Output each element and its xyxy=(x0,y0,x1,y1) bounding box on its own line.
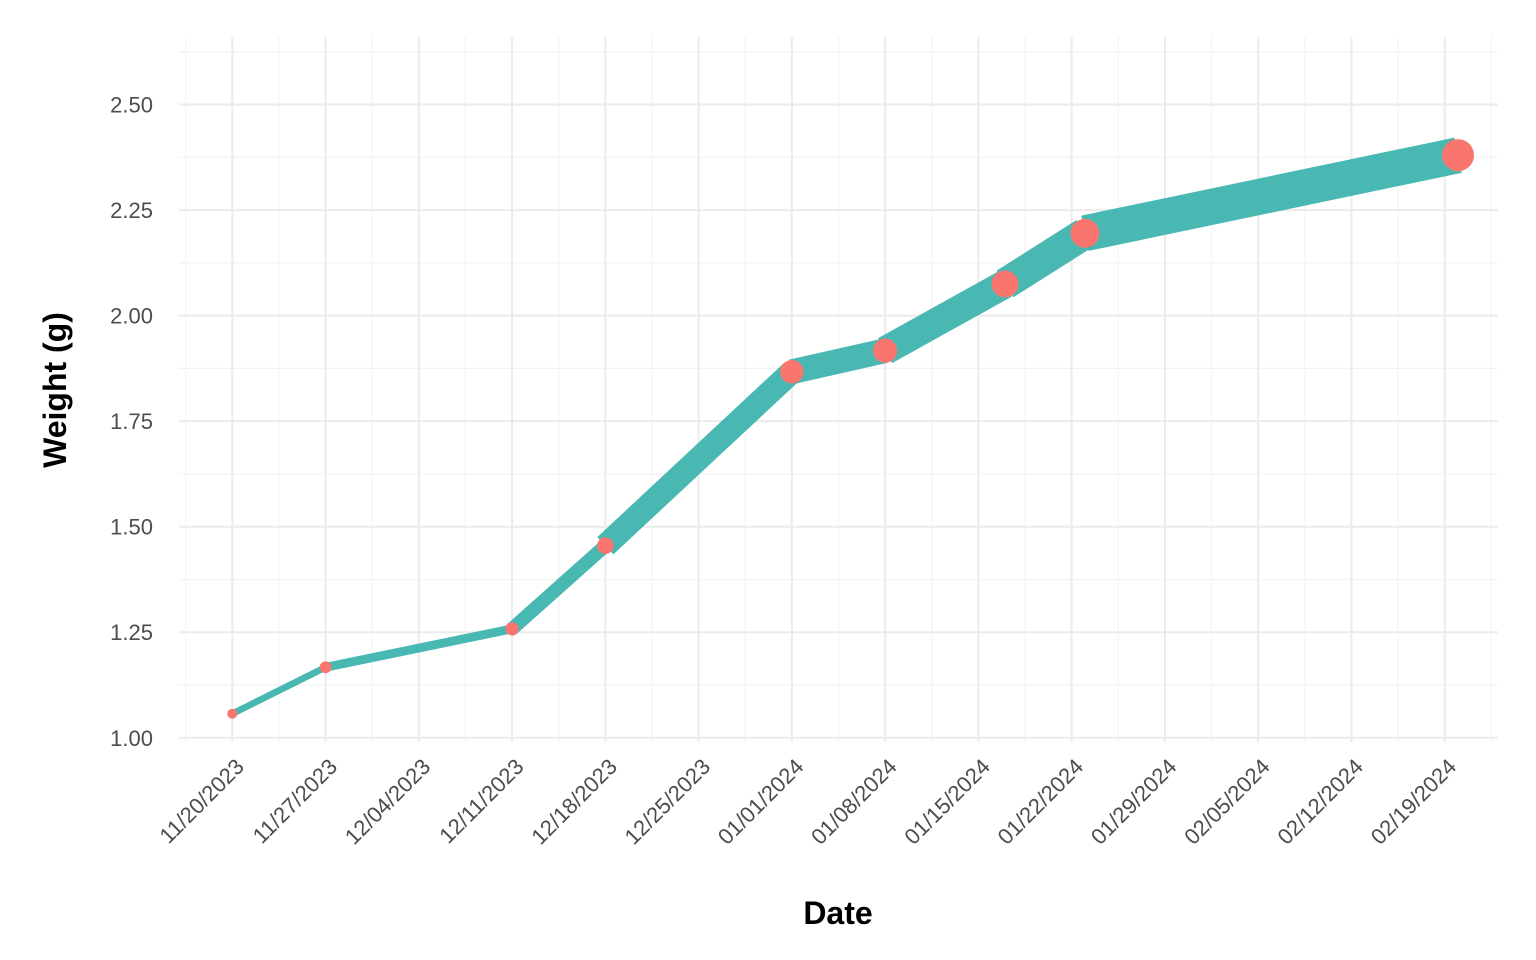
data-point xyxy=(872,338,898,363)
x-tick-label: 11/20/2023 xyxy=(154,754,248,848)
data-point xyxy=(319,661,332,674)
data-point xyxy=(1442,139,1475,172)
x-axis-tick-labels: 11/20/202311/27/202312/04/202312/11/2023… xyxy=(154,754,1461,850)
x-tick-label: 12/18/2023 xyxy=(526,754,622,850)
data-point xyxy=(780,360,804,384)
weight-series-points xyxy=(227,139,1475,719)
series-segment xyxy=(1081,137,1462,251)
series-segment xyxy=(230,664,328,717)
weight-series-line xyxy=(230,137,1462,717)
x-axis-title: Date xyxy=(803,895,872,931)
y-tick-label: 1.00 xyxy=(110,726,153,751)
x-tick-label: 01/15/2024 xyxy=(899,754,995,850)
y-tick-label: 1.50 xyxy=(110,515,153,540)
x-tick-label: 01/01/2024 xyxy=(713,754,809,850)
x-tick-label: 02/05/2024 xyxy=(1179,754,1275,850)
series-segment xyxy=(996,219,1094,298)
series-segment xyxy=(597,363,800,555)
x-tick-label: 11/27/2023 xyxy=(248,754,342,848)
x-tick-label: 01/29/2024 xyxy=(1086,754,1182,850)
data-point xyxy=(505,622,519,636)
major-gridlines xyxy=(179,37,1498,742)
y-axis-title: Weight (g) xyxy=(37,312,73,468)
series-segment xyxy=(507,540,610,634)
data-point xyxy=(991,270,1019,298)
x-tick-label: 01/22/2024 xyxy=(993,754,1089,850)
y-tick-label: 2.50 xyxy=(110,93,153,118)
y-tick-label: 1.25 xyxy=(110,620,153,645)
x-tick-label: 02/19/2024 xyxy=(1366,754,1462,850)
series-segment xyxy=(789,338,888,384)
minor-gridlines xyxy=(179,37,1498,742)
x-tick-label: 12/25/2023 xyxy=(620,754,716,850)
series-segment xyxy=(324,624,513,672)
x-tick-label: 02/12/2024 xyxy=(1272,754,1368,850)
y-tick-label: 2.25 xyxy=(110,198,153,223)
data-point xyxy=(1070,218,1100,248)
data-point xyxy=(597,537,614,555)
x-tick-label: 12/04/2023 xyxy=(340,754,436,850)
x-tick-label: 01/08/2024 xyxy=(806,754,902,850)
y-tick-label: 2.00 xyxy=(110,304,153,329)
y-axis-tick-labels: 1.00 1.25 1.50 1.75 2.00 2.25 2.50 xyxy=(110,93,153,751)
y-tick-label: 1.75 xyxy=(110,409,153,434)
data-point xyxy=(227,708,238,719)
series-segment xyxy=(878,271,1012,364)
x-tick-label: 12/11/2023 xyxy=(434,754,528,848)
